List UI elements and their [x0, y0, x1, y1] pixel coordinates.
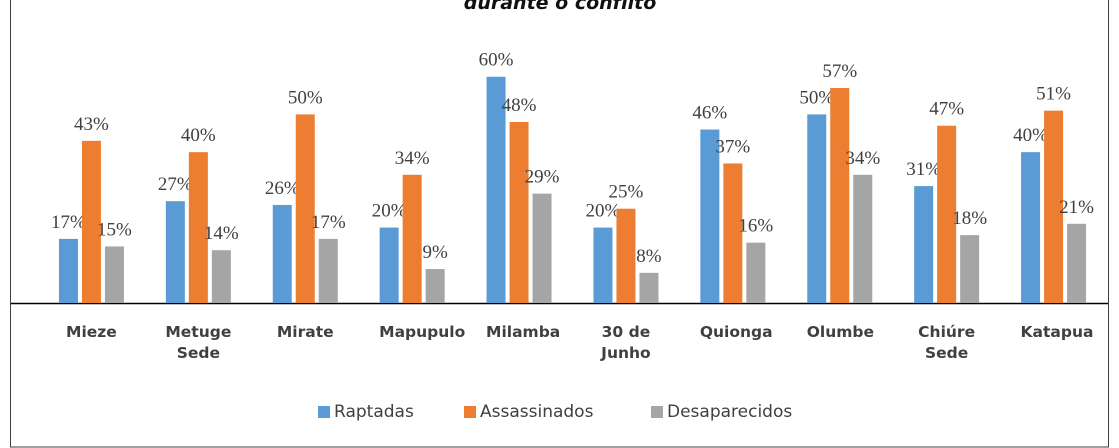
bar [593, 227, 613, 303]
value-label: 26% [265, 178, 300, 199]
bar [830, 88, 850, 304]
bar [616, 208, 636, 303]
bar [746, 242, 766, 303]
value-label: 34% [845, 148, 880, 169]
x-tick-label: Milamba [486, 323, 561, 341]
value-label: 60% [479, 50, 514, 71]
bar [81, 140, 101, 303]
x-tick-label-box: Quionga [678, 322, 788, 343]
bar [58, 238, 78, 303]
x-tick-label-box: Olumbe [785, 322, 895, 343]
value-label: 16% [738, 216, 773, 237]
value-label: 29% [525, 167, 560, 188]
bar [1044, 110, 1064, 304]
x-tick-label: Mapupulo [379, 323, 466, 341]
x-tick-label: Metuge Sede [165, 323, 232, 362]
value-label: 20% [372, 201, 407, 222]
legend-label: Assassinados [480, 402, 594, 422]
value-label: 40% [181, 125, 216, 146]
value-label: 37% [715, 136, 750, 157]
legend-swatch [318, 406, 330, 418]
bar [960, 235, 980, 303]
value-label: 21% [1059, 197, 1094, 218]
legend-label: Raptadas [334, 402, 414, 422]
x-tick-label-box: Chiúre Sede [892, 322, 1002, 364]
bar [639, 272, 659, 303]
value-label: 43% [74, 114, 109, 135]
value-label: 50% [288, 87, 323, 108]
x-tick-label-box: 30 de Junho [571, 322, 681, 364]
value-label: 8% [636, 246, 662, 267]
legend-swatch [464, 406, 476, 418]
bar [486, 76, 506, 303]
value-label: 20% [586, 201, 621, 222]
x-tick-label: Chiúre Sede [918, 323, 976, 362]
bar [853, 174, 873, 303]
x-tick-label: Katapua [1020, 323, 1094, 341]
bar [700, 129, 720, 303]
bar [318, 238, 338, 303]
bar [937, 125, 957, 303]
bar [211, 250, 231, 303]
x-tick-label-box: Mapupulo [357, 322, 467, 343]
bar [104, 246, 124, 303]
x-tick-label-box: Katapua [999, 322, 1109, 343]
bar [272, 204, 292, 303]
value-label: 27% [158, 174, 193, 195]
x-tick-label-box: Mieze [36, 322, 146, 343]
value-label: 25% [609, 182, 644, 203]
bar [807, 114, 827, 303]
bar [1021, 152, 1041, 303]
value-label: 51% [1036, 84, 1071, 105]
bar [1067, 223, 1087, 303]
legend-swatch [651, 406, 663, 418]
bar [914, 186, 934, 303]
x-tick-label: Olumbe [806, 323, 875, 341]
x-tick-label: Mirate [276, 323, 334, 341]
value-label: 17% [311, 212, 346, 233]
bar [165, 201, 185, 303]
x-tick-label-box: Metuge Sede [143, 322, 253, 364]
bar [723, 163, 743, 303]
value-label: 17% [51, 212, 86, 233]
x-tick-label-box: Mirate [250, 322, 360, 343]
value-label: 47% [929, 99, 964, 120]
x-tick-label: 30 de Junho [601, 323, 651, 362]
x-tick-label: Quionga [699, 323, 773, 341]
x-tick-label: Mieze [66, 323, 117, 341]
value-label: 31% [906, 159, 941, 180]
bar [425, 269, 445, 303]
legend-label: Desaparecidos [667, 402, 792, 422]
bar [295, 114, 315, 303]
value-label: 57% [822, 61, 857, 82]
value-label: 46% [692, 103, 727, 124]
x-tick-label-box: Milamba [464, 322, 574, 343]
value-label: 14% [204, 223, 239, 244]
bar [532, 193, 552, 303]
bar [509, 121, 529, 303]
chart-title: durante o conflito [464, 0, 657, 14]
value-label: 34% [395, 148, 430, 169]
value-label: 40% [1013, 125, 1048, 146]
value-label: 48% [502, 95, 537, 116]
bar [402, 174, 422, 303]
chart-border [10, 0, 1109, 448]
bar [379, 227, 399, 303]
value-label: 50% [799, 87, 834, 108]
bar [188, 152, 208, 303]
value-label: 15% [97, 219, 132, 240]
value-label: 9% [422, 242, 448, 263]
value-label: 18% [952, 208, 987, 229]
